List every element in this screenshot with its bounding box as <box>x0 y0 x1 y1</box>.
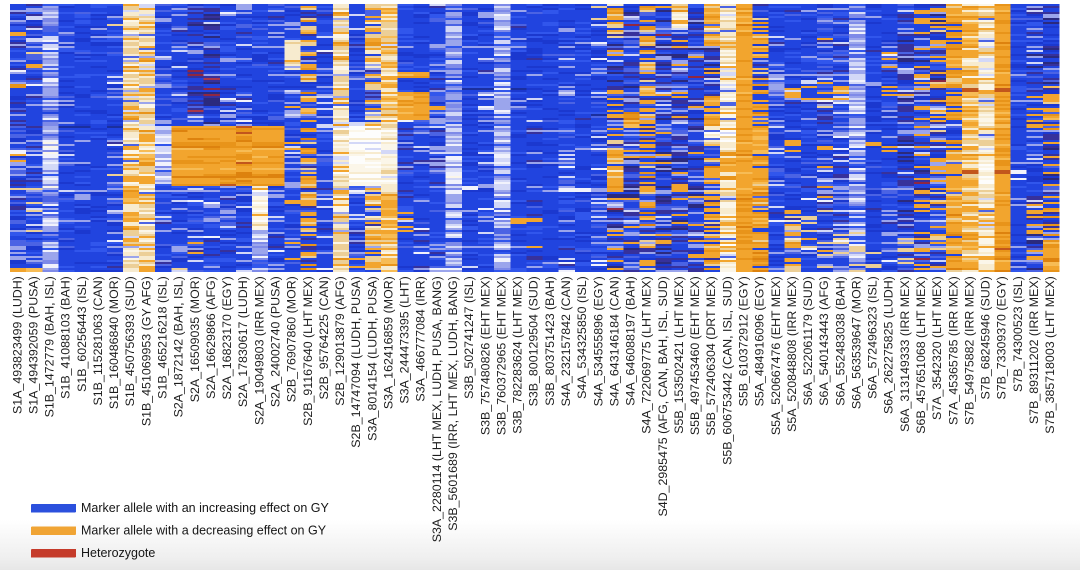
svg-text:S1B_115281063 (CAN): S1B_115281063 (CAN) <box>91 276 105 405</box>
svg-text:S2A_1872142 (BAH, ISL): S2A_1872142 (BAH, ISL) <box>172 276 186 417</box>
svg-text:S1A_493823499 (LUDH): S1A_493823499 (LUDH) <box>10 276 24 414</box>
svg-text:S5B_606753442 (CAN, ISL, SUD): S5B_606753442 (CAN, ISL, SUD) <box>720 276 734 465</box>
svg-text:S5A_484916096 (EGY): S5A_484916096 (EGY) <box>753 276 767 406</box>
svg-text:S2A_17830617 (LUDH): S2A_17830617 (LUDH) <box>236 276 250 407</box>
svg-text:S3A_2280114 (LHT MEX, LUDH, PU: S3A_2280114 (LHT MEX, LUDH, PUSA, BANG) <box>430 276 444 542</box>
svg-text:S5B_610372912 (EGY): S5B_610372912 (EGY) <box>737 276 751 406</box>
svg-text:S7B_68245946 (SUD): S7B_68245946 (SUD) <box>979 276 993 399</box>
svg-text:S2A_24002740 (PUSA): S2A_24002740 (PUSA) <box>269 276 283 407</box>
svg-text:S7A_3542320 (LHT MEX): S7A_3542320 (LHT MEX) <box>930 276 944 420</box>
svg-text:S4A_534555896 (EGY): S4A_534555896 (EGY) <box>591 276 605 406</box>
svg-text:S4A_722069775 (LHT MEX): S4A_722069775 (LHT MEX) <box>640 276 654 434</box>
svg-text:S3B_757480826 (EHT MEX): S3B_757480826 (EHT MEX) <box>478 276 492 435</box>
svg-text:S5B_153502421 (LHT MEX): S5B_153502421 (LHT MEX) <box>672 276 686 434</box>
svg-text:S1B_451069953 (GY AFG): S1B_451069953 (GY AFG) <box>139 276 153 426</box>
svg-text:S2B_14747094 (LUDH, PUSA): S2B_14747094 (LUDH, PUSA) <box>349 276 363 448</box>
svg-text:S5A_520848808 (IRR MEX): S5A_520848808 (IRR MEX) <box>785 276 799 432</box>
svg-text:S2B_76907860 (MOR): S2B_76907860 (MOR) <box>285 276 299 402</box>
svg-text:S6B_457651068 (LHT MEX): S6B_457651068 (LHT MEX) <box>914 276 928 434</box>
svg-text:S2A_16823170 (EGY): S2A_16823170 (EGY) <box>220 276 234 399</box>
svg-text:S1B_160486840 (MOR): S1B_160486840 (MOR) <box>107 276 121 409</box>
svg-text:S3A_162416859 (MOR): S3A_162416859 (MOR) <box>382 276 396 409</box>
svg-text:S5B_497453460 (EHT MEX): S5B_497453460 (EHT MEX) <box>688 276 702 435</box>
svg-text:S7B_74300523 (ISL): S7B_74300523 (ISL) <box>1011 276 1025 392</box>
svg-text:S1B_60256443 (ISL): S1B_60256443 (ISL) <box>75 276 89 392</box>
svg-text:S1B_1472779 (BAH, ISL): S1B_1472779 (BAH, ISL) <box>43 276 57 417</box>
svg-text:S3B_5601689 (IRR, LHT MEX, LUD: S3B_5601689 (IRR, LHT MEX, LUDH, BANG) <box>446 276 460 531</box>
svg-text:Marker allele with an increasi: Marker allele with an increasing effect … <box>81 501 329 515</box>
svg-text:S6A_540143443 (AFG): S6A_540143443 (AFG) <box>817 276 831 406</box>
svg-text:S6A_313149333 (IRR MEX): S6A_313149333 (IRR MEX) <box>898 276 912 432</box>
svg-text:S2B_95764225 (CAN): S2B_95764225 (CAN) <box>317 276 331 399</box>
svg-text:S3B_803751423 (BAH): S3B_803751423 (BAH) <box>543 276 557 406</box>
svg-text:S7B_73309370 (EGY): S7B_73309370 (EGY) <box>995 276 1009 399</box>
svg-text:S3A_8014154 (LUDH, PUSA): S3A_8014154 (LUDH, PUSA) <box>365 276 379 441</box>
svg-text:S6A_563539647 (MOR): S6A_563539647 (MOR) <box>850 276 864 409</box>
svg-text:S7B_89311202 (IRR MEX): S7B_89311202 (IRR MEX) <box>1027 276 1041 424</box>
svg-text:S4A_643146184 (CAN): S4A_643146184 (CAN) <box>607 276 621 406</box>
svg-text:S2A_19049803 (IRR MEX): S2A_19049803 (IRR MEX) <box>252 276 266 425</box>
svg-text:S4A_534325850 (ISL): S4A_534325850 (ISL) <box>575 276 589 399</box>
svg-text:S4A_646088197 (BAH): S4A_646088197 (BAH) <box>624 276 638 406</box>
svg-text:S4A_232157842 (CAN): S4A_232157842 (CAN) <box>559 276 573 406</box>
svg-text:S3B_760372965 (EHT MEX): S3B_760372965 (EHT MEX) <box>494 276 508 435</box>
svg-text:S6A_522061179 (SUD): S6A_522061179 (SUD) <box>801 276 815 405</box>
svg-text:S7B_54975882 (IRR MEX): S7B_54975882 (IRR MEX) <box>962 276 976 425</box>
svg-text:S5B_572406304 (DRT MEX): S5B_572406304 (DRT MEX) <box>704 276 718 435</box>
svg-text:S6A_262275825 (LUDH): S6A_262275825 (LUDH) <box>882 276 896 414</box>
svg-text:S1B_465216218 (ISL): S1B_465216218 (ISL) <box>156 276 170 399</box>
svg-text:S7B_385718003 (LHT MEX): S7B_385718003 (LHT MEX) <box>1043 276 1057 434</box>
svg-text:S7A_45365785 (IRR MEX): S7A_45365785 (IRR MEX) <box>946 276 960 425</box>
svg-text:S5A_520667476 (EHT MEX): S5A_520667476 (EHT MEX) <box>769 276 783 435</box>
svg-text:S3A_466777084 (IRR): S3A_466777084 (IRR) <box>414 276 428 401</box>
svg-text:S3B_800129504 (SUD): S3B_800129504 (SUD) <box>527 276 541 406</box>
svg-text:S3B_782283624 (LHT MEX): S3B_782283624 (LHT MEX) <box>511 276 525 434</box>
svg-text:S3A_244473395 (LHT): S3A_244473395 (LHT) <box>398 276 412 403</box>
svg-text:S1A_494392059 (PUSA): S1A_494392059 (PUSA) <box>26 276 40 414</box>
svg-text:S4D_2985475 (AFG, CAN, BAH, IS: S4D_2985475 (AFG, CAN, BAH, ISL, SUD) <box>656 276 670 516</box>
svg-text:S1B_41088103 (BAH): S1B_41088103 (BAH) <box>59 276 73 399</box>
svg-text:S2B_91167640 (LHT MEX): S2B_91167640 (LHT MEX) <box>301 276 315 426</box>
svg-text:S3B_502741247 (ISL): S3B_502741247 (ISL) <box>462 276 476 399</box>
svg-text:S1B_450756393 (SUD): S1B_450756393 (SUD) <box>123 276 137 406</box>
svg-text:S2A_16509035 (MOR): S2A_16509035 (MOR) <box>188 276 202 402</box>
svg-text:S6A_572496323 (ISL): S6A_572496323 (ISL) <box>866 276 880 399</box>
svg-text:Heterozygote: Heterozygote <box>81 546 155 560</box>
svg-text:S6A_552483038 (BAH): S6A_552483038 (BAH) <box>833 276 847 406</box>
svg-text:S2B_129013879 (AFG): S2B_129013879 (AFG) <box>333 276 347 406</box>
svg-text:Marker allele with a decreasin: Marker allele with a decreasing effect o… <box>81 524 327 538</box>
svg-text:S2A_16629866 (AFG): S2A_16629866 (AFG) <box>204 276 218 399</box>
